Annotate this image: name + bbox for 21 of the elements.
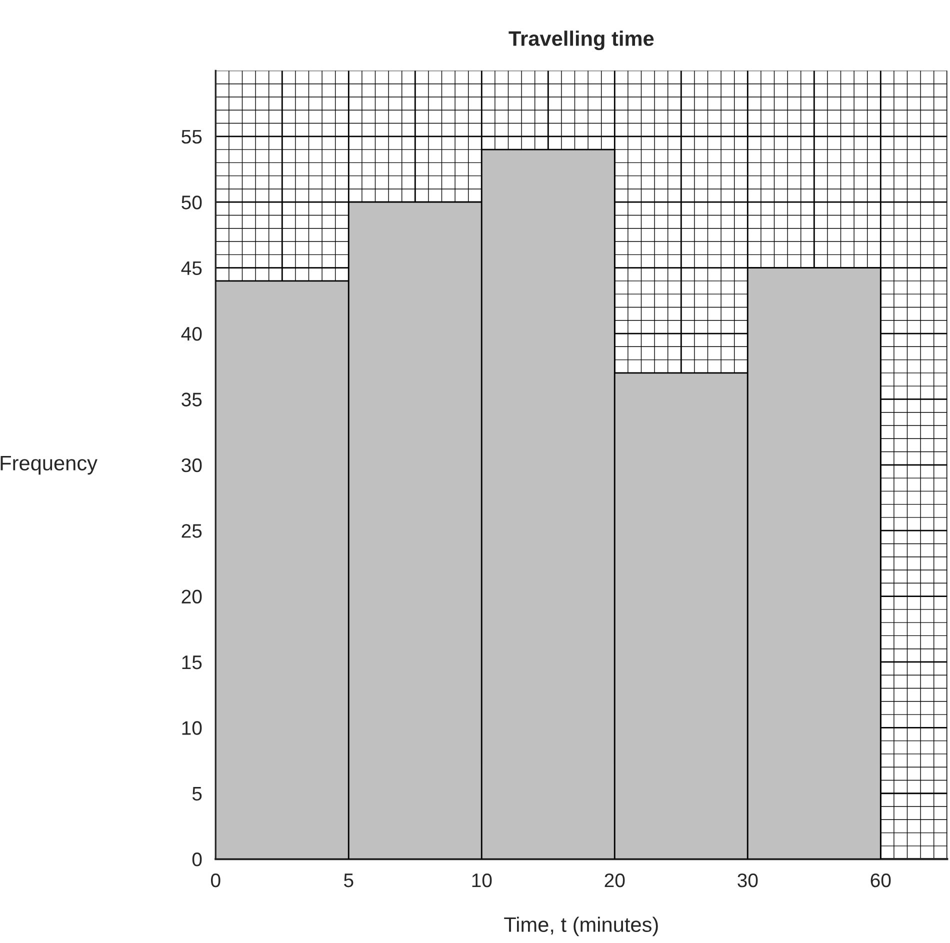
text: 5 — [344, 874, 354, 888]
chart-title: Travelling time — [508, 30, 654, 50]
text: 60 — [870, 873, 891, 888]
y-tick-label: 5 — [192, 787, 202, 801]
y-tick-label: 50 — [182, 196, 202, 210]
y-axis-title: Frequency — [0, 456, 98, 475]
y-tick-label: 15 — [182, 656, 202, 670]
y-tick-label: 45 — [181, 261, 202, 276]
y-tick-label: 25 — [182, 524, 202, 538]
text: 30 — [738, 873, 758, 888]
y-tick-label: 10 — [182, 721, 202, 735]
text: 0 — [211, 873, 220, 888]
text: 20 — [604, 873, 625, 888]
x-axis-title: Time, t (minutes) — [504, 916, 658, 936]
y-tick-label: 40 — [181, 326, 202, 341]
y-tick-label: 35 — [182, 392, 202, 406]
y-tick-label: 20 — [182, 590, 202, 604]
y-tick-label: 55 — [182, 130, 202, 144]
text: 10 — [472, 873, 492, 888]
y-tick-label: 30 — [182, 458, 202, 472]
y-tick-label: 0 — [192, 852, 202, 866]
